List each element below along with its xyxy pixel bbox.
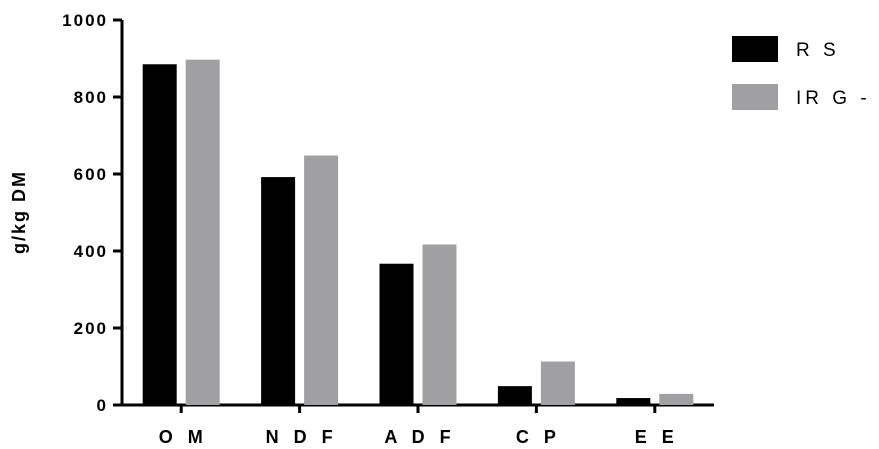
legend-label: IR G - s	[796, 88, 879, 109]
bars	[142, 59, 694, 406]
y-tick-label: 800	[74, 88, 108, 107]
y-tick-label: 600	[74, 165, 108, 184]
bar	[261, 177, 296, 405]
bar	[379, 263, 414, 405]
bar	[659, 393, 694, 405]
y-tick-label: 400	[74, 242, 108, 261]
bar	[185, 59, 220, 405]
x-tick-label: O M	[159, 427, 208, 447]
bar	[304, 155, 339, 405]
x-tick-label: C P	[516, 427, 561, 447]
y-axis: 0 200 400 600 800 1000	[62, 11, 124, 415]
y-tick-label: 1000	[62, 11, 108, 30]
bar	[142, 64, 177, 406]
x-tick-label: N D F	[266, 427, 338, 447]
y-tick-label: 0	[97, 396, 108, 415]
bar	[497, 386, 532, 405]
y-axis-title: g/kg DM	[9, 170, 29, 254]
bar	[540, 361, 575, 405]
x-tick-label: E E	[635, 427, 679, 447]
bar	[616, 398, 651, 405]
legend: R S IR G - s	[732, 36, 879, 110]
x-tick-label: A D F	[384, 427, 455, 447]
bar	[422, 244, 457, 405]
legend-swatch	[732, 36, 778, 62]
legend-swatch	[732, 84, 778, 110]
legend-label: R S	[796, 40, 840, 61]
y-tick-label: 200	[74, 319, 108, 338]
